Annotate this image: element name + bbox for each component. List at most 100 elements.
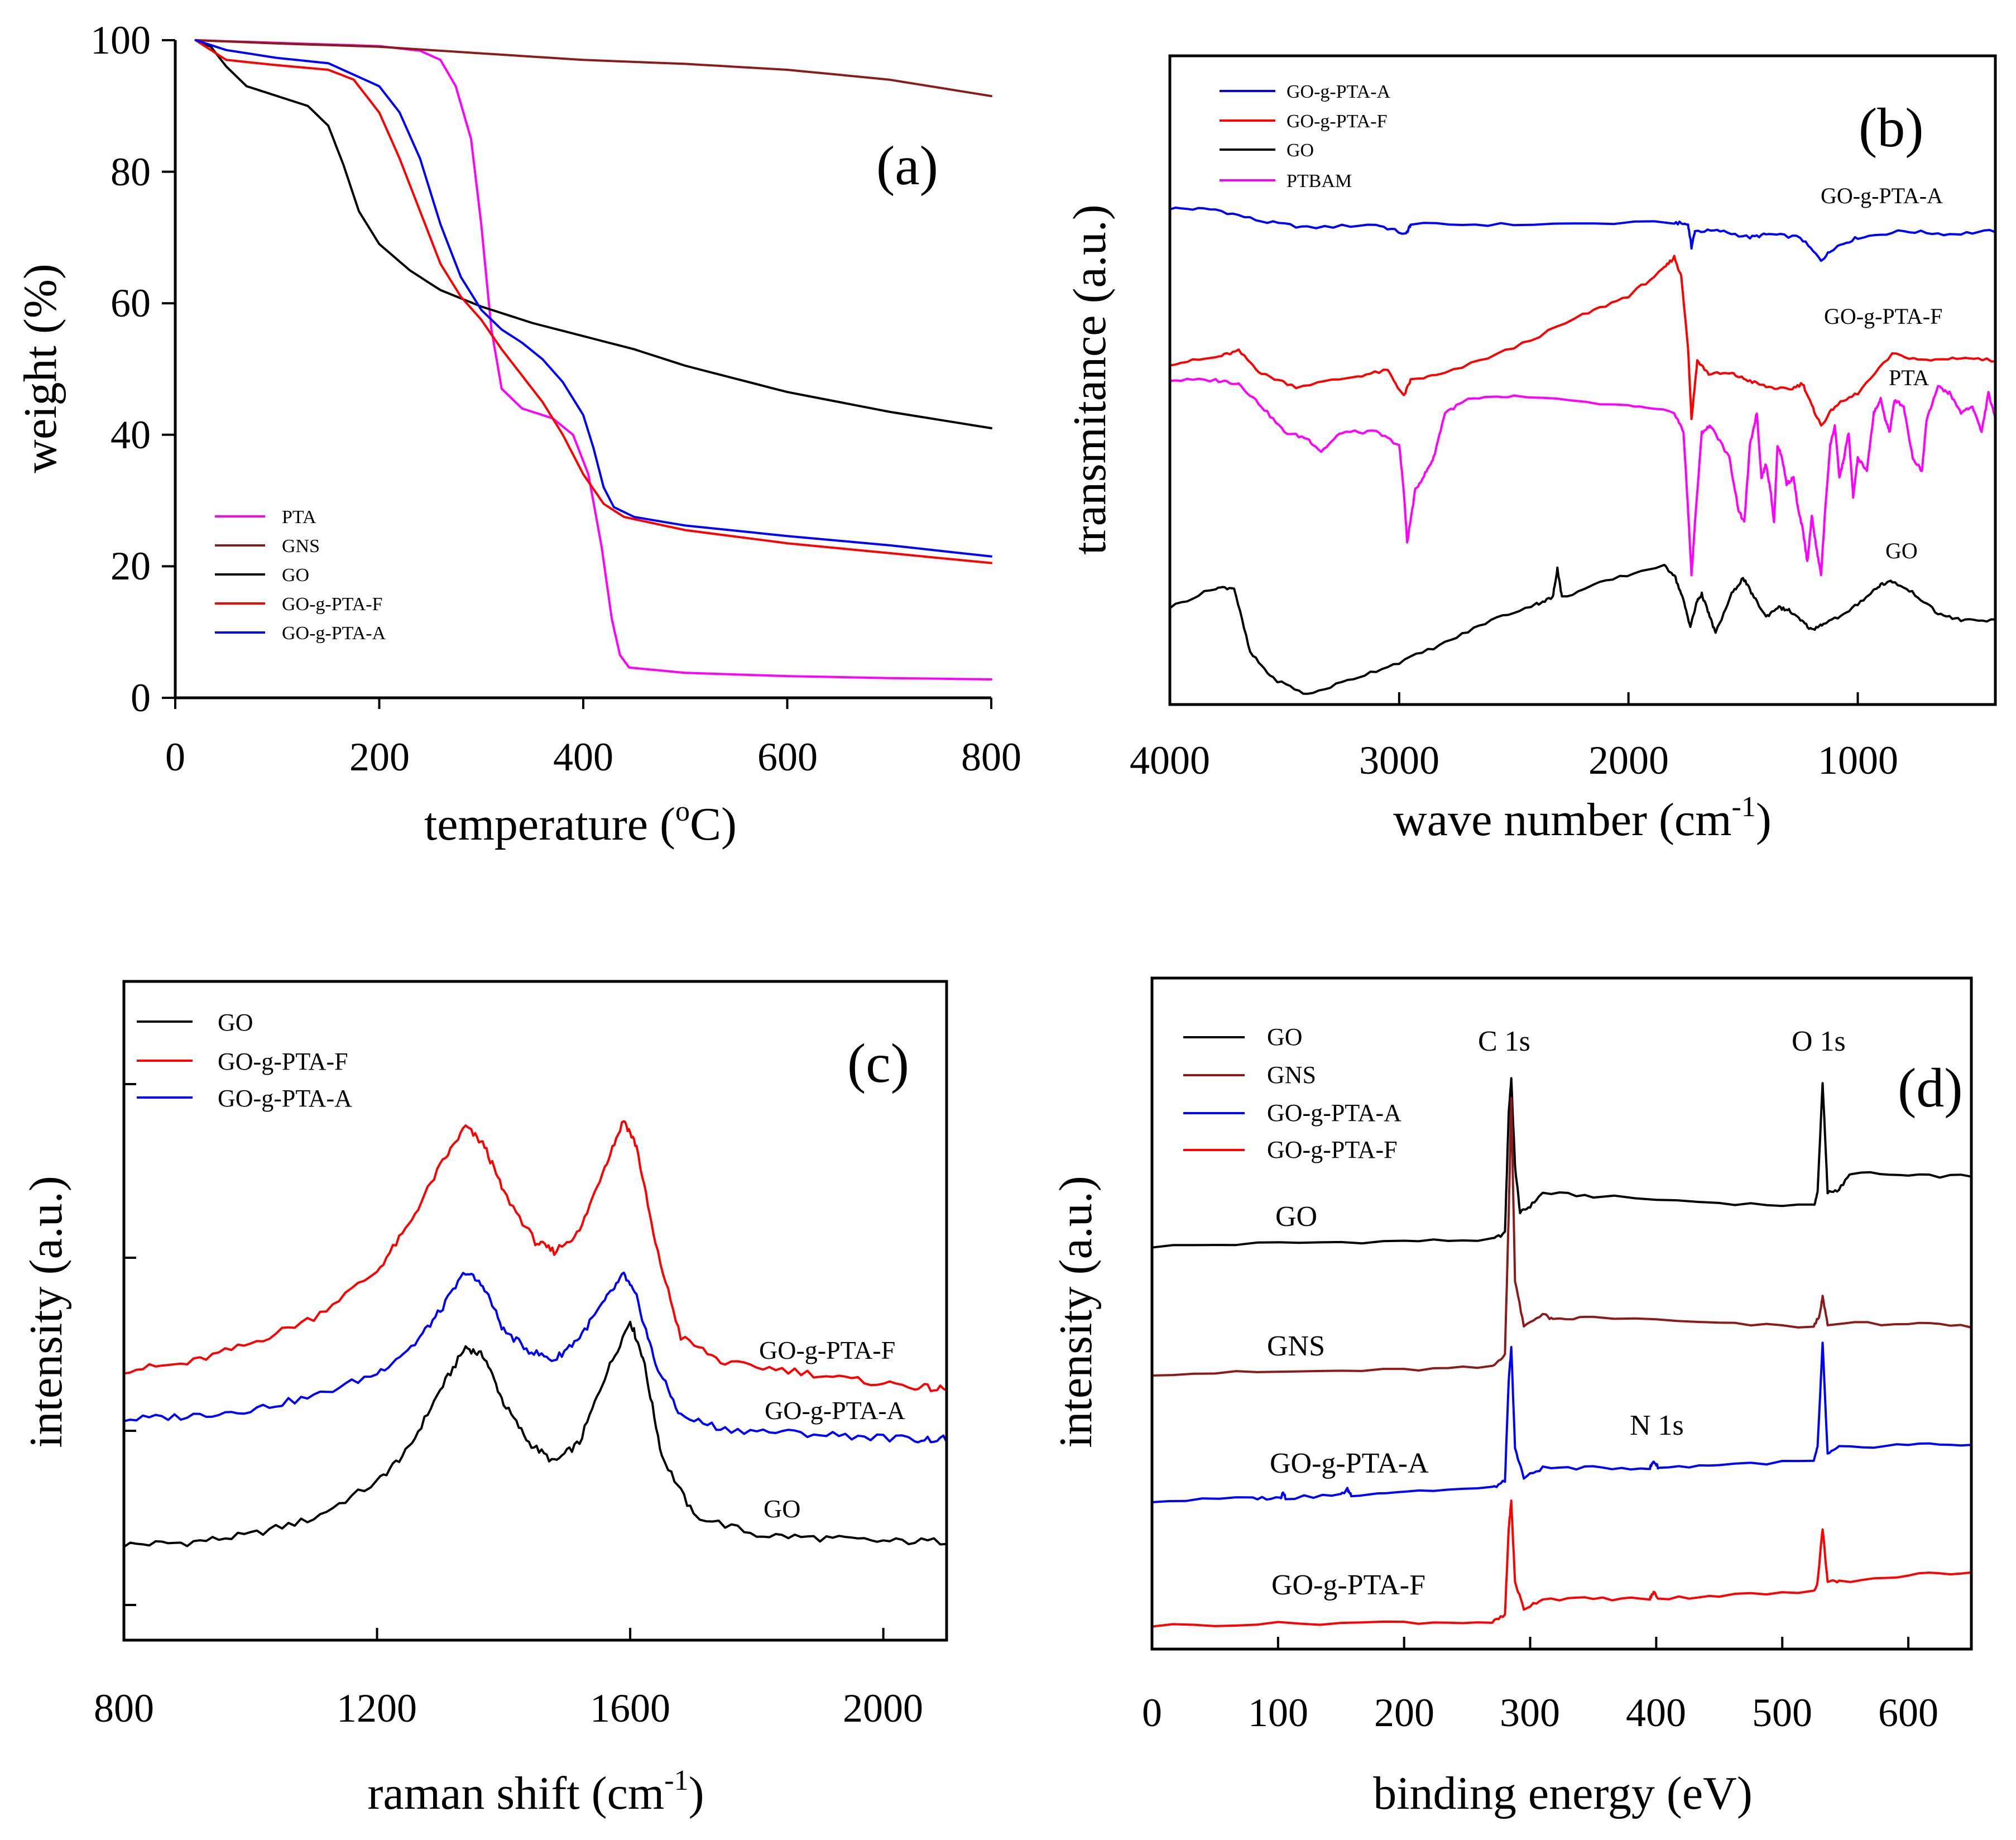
legend-label-go: GO xyxy=(1267,1023,1303,1051)
panel-d-annotation-go-g-pta-a: GO-g-PTA-A xyxy=(1270,1448,1429,1479)
series-line-go-g-pta-f xyxy=(1151,1499,1972,1628)
panel-d-xtick-label: 100 xyxy=(1248,1690,1308,1735)
panel-a-ytick-label: 20 xyxy=(111,544,151,588)
panel-a-ytick-label: 100 xyxy=(90,18,151,63)
series-line-go-g-pta-f xyxy=(123,1120,948,1392)
panel-c-annotation-go-g-pta-a: GO-g-PTA-A xyxy=(765,1396,905,1425)
panel-d-annotation-go-g-pta-f: GO-g-PTA-F xyxy=(1271,1569,1425,1601)
panel-b-series xyxy=(1169,207,1996,695)
panel-b-ticks xyxy=(1169,692,1859,705)
legend-label-ptbam: PTBAM xyxy=(1287,171,1352,191)
legend-label-go-g-pta-a: GO-g-PTA-A xyxy=(1287,82,1391,102)
panel-d-tag: (d) xyxy=(1898,1057,1963,1119)
panel-d-xtick-label: 200 xyxy=(1374,1690,1434,1735)
panel-a-series xyxy=(194,39,992,681)
panel-d-xtick-label: 400 xyxy=(1626,1690,1686,1735)
panel-d-annotation-gns: GNS xyxy=(1267,1330,1325,1362)
panel-d-x-label: binding energy (eV) xyxy=(1373,1767,1753,1819)
legend-label-go-g-pta-f: GO-g-PTA-F xyxy=(282,594,383,615)
panel-c-tag: (c) xyxy=(847,1032,909,1094)
panel-c-y-label: intensity (a.u.) xyxy=(20,1176,72,1448)
panel-c-x-label: raman shift (cm-1) xyxy=(367,1765,704,1819)
panel-b: 4000 3000 2000 1000 wave number (cm-1) t… xyxy=(1064,54,1997,846)
legend-label-pta: PTA xyxy=(282,507,316,528)
panel-b-annotation-go-g-pta-f: GO-g-PTA-F xyxy=(1824,304,1942,329)
panel-a-xtick-label: 200 xyxy=(349,735,410,779)
panel-d-ticks xyxy=(1151,1637,1910,1649)
legend-label-go: GO xyxy=(1287,140,1314,161)
legend-label-gns: GNS xyxy=(282,536,320,557)
panel-c-annotation-go: GO xyxy=(764,1494,800,1523)
panel-c-ticks xyxy=(123,1083,885,1640)
panel-a-ticks xyxy=(162,39,992,709)
panel-a-xtick-label: 0 xyxy=(165,735,185,779)
panel-c-xtick-label: 1200 xyxy=(337,1686,417,1731)
panel-c-xtick-label: 1600 xyxy=(590,1686,670,1731)
panel-d-annotation-c1s: C 1s xyxy=(1478,1026,1530,1057)
panel-b-x-label: wave number (cm-1) xyxy=(1393,791,1772,846)
panel-a-x-label: temperature (oC) xyxy=(424,796,737,850)
panel-b-xtick-label: 2000 xyxy=(1588,738,1669,783)
panel-a-ytick-label: 0 xyxy=(131,675,151,720)
series-line-go-g-pta-a xyxy=(194,39,992,558)
panel-d-xtick-label: 0 xyxy=(1142,1690,1162,1735)
panel-d-annotation-n1s: N 1s xyxy=(1630,1410,1684,1441)
legend-label-go-g-pta-f: GO-g-PTA-F xyxy=(218,1048,348,1075)
legend-label-go-g-pta-a: GO-g-PTA-A xyxy=(218,1085,352,1112)
legend-label-gns: GNS xyxy=(1267,1061,1316,1089)
panel-a: 0 200 400 600 800 0 20 40 60 80 100 temp… xyxy=(15,18,1021,850)
panel-a-xtick-label: 400 xyxy=(553,735,613,779)
series-line-gns xyxy=(194,39,992,98)
legend-label-go-g-pta-a: GO-g-PTA-A xyxy=(282,623,386,644)
panel-a-y-label: weight (%) xyxy=(15,263,66,473)
panel-d-annotation-o1s: O 1s xyxy=(1792,1026,1846,1057)
panel-c: 800 1200 1600 2000 raman shift (cm-1) in… xyxy=(20,980,948,1819)
panel-b-xtick-label: 1000 xyxy=(1818,738,1898,783)
panel-a-xtick-label: 600 xyxy=(757,735,818,779)
legend-label-go-g-pta-f: GO-g-PTA-F xyxy=(1287,111,1388,132)
panel-c-frame xyxy=(122,980,948,1642)
series-line-go-g-pta-a xyxy=(1151,1341,1972,1503)
panel-d-frame xyxy=(1150,976,1973,1651)
series-line-go xyxy=(1151,1077,1972,1249)
panel-c-xtick-label: 800 xyxy=(94,1686,154,1731)
panel-b-annotation-go: GO xyxy=(1885,538,1918,563)
panel-c-series xyxy=(123,1120,948,1548)
panel-d-xtick-label: 500 xyxy=(1752,1690,1812,1735)
legend-label-go-g-pta-a: GO-g-PTA-A xyxy=(1267,1099,1401,1127)
legend-label-go: GO xyxy=(282,565,309,586)
series-line-go xyxy=(1169,563,1996,695)
panel-b-y-label: transmitance (a.u.) xyxy=(1064,204,1116,554)
panel-a-ytick-label: 80 xyxy=(111,150,151,194)
panel-c-xtick-label: 2000 xyxy=(843,1686,923,1731)
panel-b-xtick-label: 3000 xyxy=(1359,738,1439,783)
series-line-go-g-pta-a xyxy=(123,1271,948,1444)
panel-d-xtick-label: 300 xyxy=(1500,1690,1560,1735)
panel-a-legend: PTA GNS GO GO-g-PTA-F GO-g-PTA-A xyxy=(215,507,386,644)
panel-d-annotation-go: GO xyxy=(1275,1201,1317,1233)
panel-a-ytick-label: 60 xyxy=(111,281,151,325)
panel-d: 0 100 200 300 400 500 600 binding energy… xyxy=(1050,976,1973,1819)
panel-d-y-label: intensity (a.u.) xyxy=(1050,1176,1102,1448)
series-line-go-g-pta-a xyxy=(1169,207,1996,262)
legend-label-go-g-pta-f: GO-g-PTA-F xyxy=(1267,1136,1398,1163)
series-line-go xyxy=(123,1320,948,1548)
series-line-go-g-pta-f xyxy=(1169,255,1996,427)
panel-c-legend: GO GO-g-PTA-F GO-g-PTA-A xyxy=(137,1009,352,1112)
panel-d-xtick-label: 600 xyxy=(1878,1690,1938,1735)
panel-b-annotation-pta: PTA xyxy=(1889,365,1929,390)
series-line-pta xyxy=(194,39,992,681)
panel-b-tag: (b) xyxy=(1859,97,1924,159)
series-line-ptbam xyxy=(1169,377,1996,577)
series-line-gns xyxy=(1151,1097,1972,1377)
panel-a-ytick-label: 40 xyxy=(111,413,151,457)
panel-a-xtick-label: 800 xyxy=(961,735,1021,779)
panel-b-annotation-go-g-pta-a: GO-g-PTA-A xyxy=(1821,183,1943,208)
series-line-go-g-pta-f xyxy=(194,39,992,564)
panel-b-xtick-label: 4000 xyxy=(1130,738,1210,783)
panel-d-legend: GO GNS GO-g-PTA-A GO-g-PTA-F xyxy=(1183,1023,1401,1163)
series-line-go xyxy=(194,39,992,429)
panel-b-legend: GO-g-PTA-A GO-g-PTA-F GO PTBAM xyxy=(1220,82,1391,191)
panel-c-annotation-go-g-pta-f: GO-g-PTA-F xyxy=(759,1336,895,1364)
